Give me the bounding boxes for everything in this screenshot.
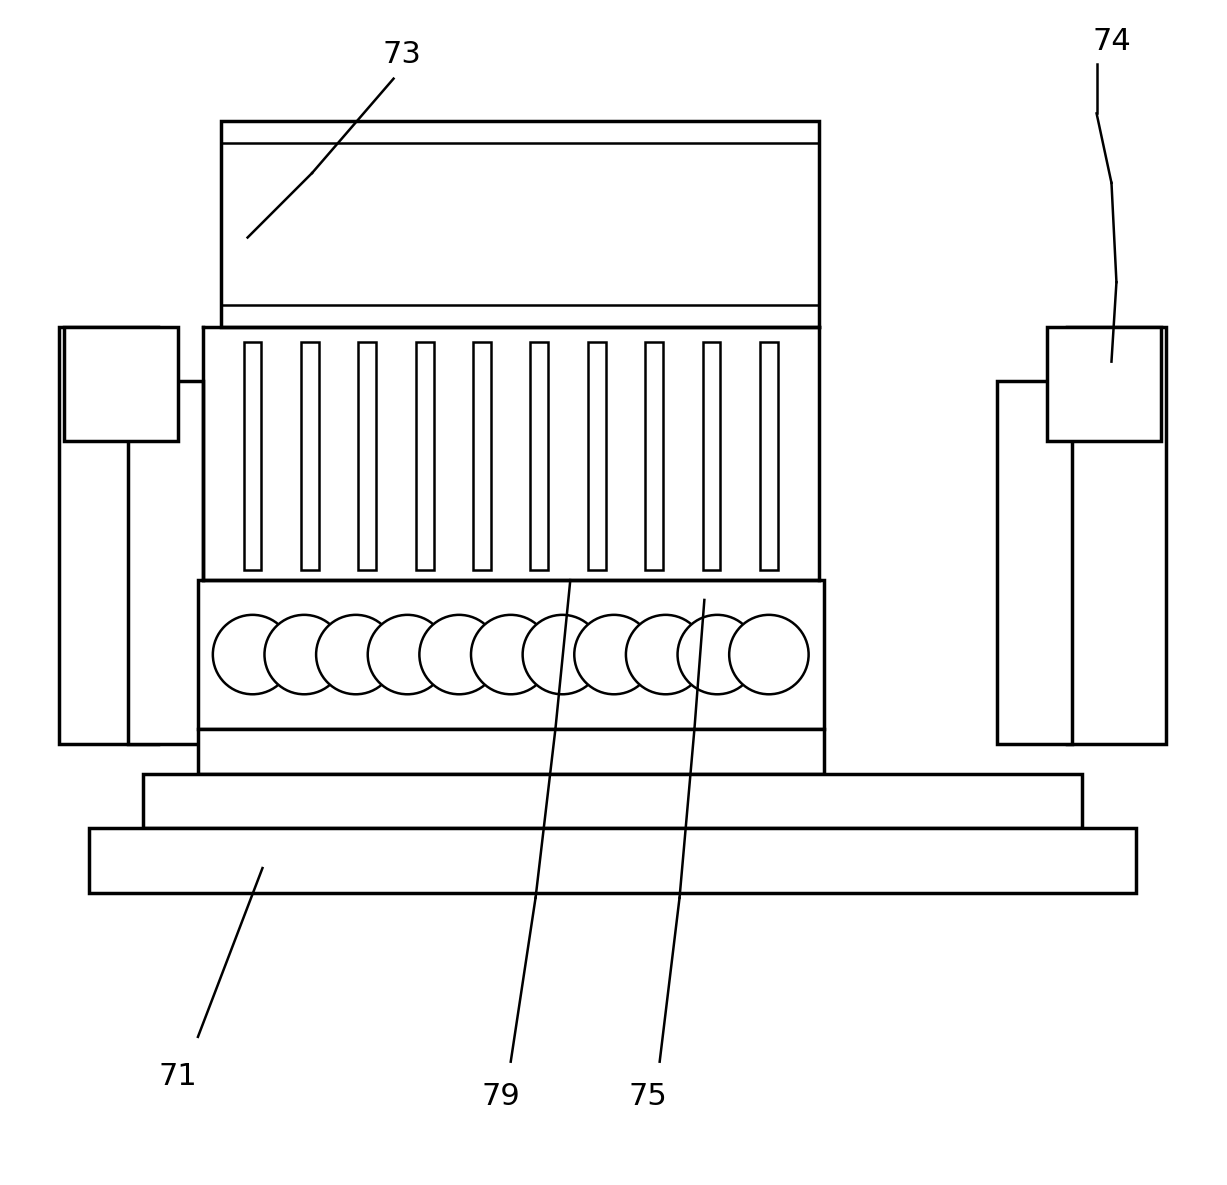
Bar <box>198 581 823 729</box>
Bar <box>244 341 261 570</box>
Bar <box>144 774 1082 828</box>
Bar <box>1047 391 1161 441</box>
Bar <box>474 341 491 570</box>
Circle shape <box>626 615 706 694</box>
Bar <box>129 382 202 744</box>
Circle shape <box>317 615 395 694</box>
Bar <box>1047 372 1161 391</box>
Bar <box>64 352 178 372</box>
Circle shape <box>471 615 551 694</box>
Bar <box>88 828 1136 892</box>
Bar <box>588 341 606 570</box>
Bar <box>1066 327 1166 744</box>
Bar <box>64 372 178 391</box>
Bar <box>64 327 178 352</box>
Bar <box>198 729 823 774</box>
Bar <box>59 327 158 744</box>
Circle shape <box>265 615 344 694</box>
Bar <box>221 121 818 327</box>
Text: 79: 79 <box>481 1082 520 1110</box>
Bar <box>998 382 1071 744</box>
Text: 74: 74 <box>1092 27 1131 56</box>
Circle shape <box>368 615 447 694</box>
Bar <box>645 341 663 570</box>
Bar <box>358 341 377 570</box>
Bar <box>301 341 319 570</box>
Bar <box>1047 327 1161 441</box>
Bar <box>416 341 433 570</box>
Bar <box>530 341 548 570</box>
Text: 73: 73 <box>382 40 421 69</box>
Bar <box>64 327 178 441</box>
Circle shape <box>574 615 654 694</box>
Circle shape <box>729 615 809 694</box>
Text: 75: 75 <box>628 1082 667 1110</box>
Circle shape <box>523 615 602 694</box>
Bar <box>64 391 178 441</box>
Bar <box>1047 352 1161 372</box>
Text: 71: 71 <box>158 1062 198 1090</box>
Bar <box>703 341 720 570</box>
Circle shape <box>677 615 757 694</box>
Bar <box>760 341 778 570</box>
Circle shape <box>420 615 499 694</box>
Circle shape <box>212 615 292 694</box>
Bar <box>1047 327 1161 352</box>
